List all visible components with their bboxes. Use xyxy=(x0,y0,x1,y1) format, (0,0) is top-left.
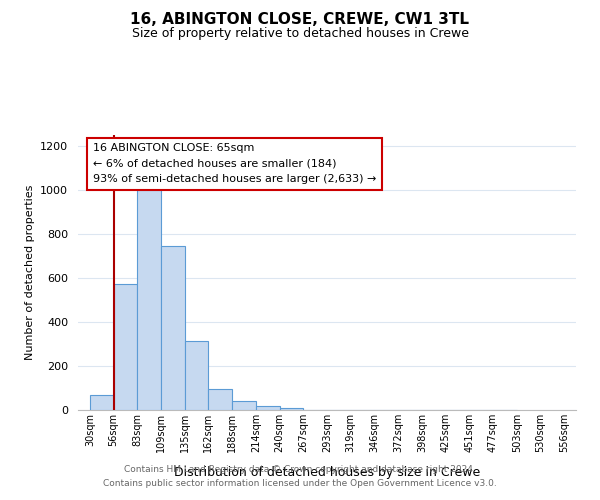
Text: Size of property relative to detached houses in Crewe: Size of property relative to detached ho… xyxy=(131,28,469,40)
Bar xyxy=(256,406,280,410)
Y-axis label: Number of detached properties: Number of detached properties xyxy=(25,185,35,360)
X-axis label: Distribution of detached houses by size in Crewe: Distribution of detached houses by size … xyxy=(174,466,480,479)
Bar xyxy=(232,401,256,410)
Bar xyxy=(280,408,303,410)
Text: 16 ABINGTON CLOSE: 65sqm
← 6% of detached houses are smaller (184)
93% of semi-d: 16 ABINGTON CLOSE: 65sqm ← 6% of detache… xyxy=(93,143,376,184)
Text: 16, ABINGTON CLOSE, CREWE, CW1 3TL: 16, ABINGTON CLOSE, CREWE, CW1 3TL xyxy=(131,12,470,28)
Bar xyxy=(161,246,185,410)
Text: Contains HM Land Registry data © Crown copyright and database right 2024.
Contai: Contains HM Land Registry data © Crown c… xyxy=(103,466,497,487)
Bar xyxy=(90,394,113,410)
Bar xyxy=(113,284,137,410)
Bar xyxy=(208,389,232,410)
Bar xyxy=(137,190,161,410)
Bar xyxy=(185,340,208,410)
